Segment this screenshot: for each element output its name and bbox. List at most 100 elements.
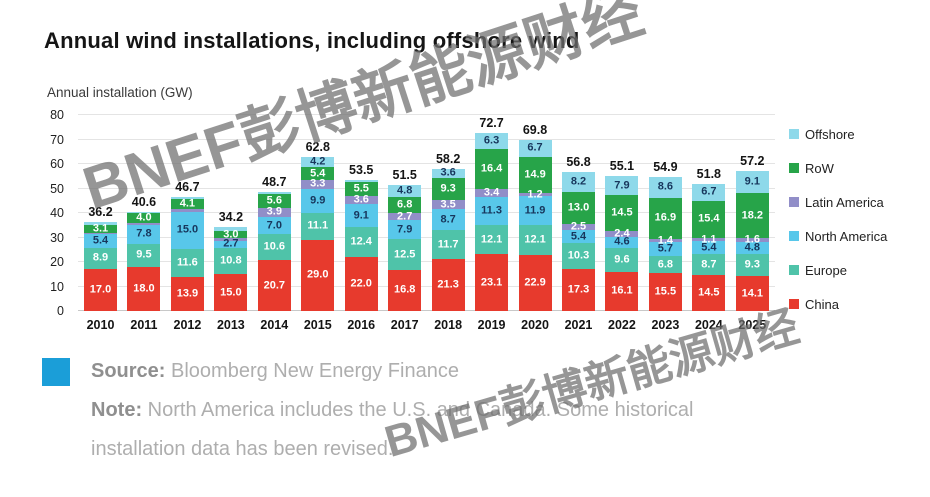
x-tick-label: 2013 [216, 318, 245, 332]
note-label: Note: [91, 399, 143, 421]
bar-segment-north-america: 9.1 [344, 204, 378, 227]
bar-segment-row: 6.8 [388, 196, 422, 214]
bar-segment-offshore [214, 227, 248, 231]
segment-value-label: 3.9 [266, 205, 282, 218]
segment-value-label: 11.9 [524, 204, 546, 217]
segment-value-label: 10.8 [220, 254, 242, 267]
bar-segment-north-america: 4.6 [605, 235, 639, 249]
bar-group-2019: 23.1 12.1 11.3 3.4 16.4 6.3 72.7 2019 [475, 116, 509, 332]
segment-value-label: 7.8 [136, 227, 152, 240]
bar-segment-north-america: 11.3 [475, 197, 509, 225]
segment-value-label: 17.0 [89, 283, 112, 296]
x-tick-label: 2012 [173, 318, 202, 332]
segment-value-label: 16.8 [393, 283, 416, 296]
segment-value-label: 4.6 [614, 235, 630, 248]
segment-value-label: 29.0 [307, 268, 329, 281]
segment-value-label: 15.0 [176, 223, 199, 236]
segment-value-label: 2.4 [614, 227, 630, 240]
bar-segment-china: 20.7 [257, 260, 291, 311]
bar-segment-offshore: 3.6 [431, 167, 465, 178]
legend-item-latin-america: Latin America [789, 194, 887, 210]
bar-segment-europe: 8.7 [692, 254, 726, 276]
bar-segment-china: 14.5 [692, 275, 726, 311]
bar-total-label: 55.1 [609, 159, 635, 174]
legend-label: RoW [805, 160, 834, 176]
bar-segment-offshore [257, 191, 291, 194]
bar-segment-europe: 10.3 [561, 243, 595, 269]
segment-value-label: 6.7 [527, 141, 543, 154]
segment-value-label: 5.4 [310, 167, 326, 180]
bar-segment-offshore: 8.6 [648, 176, 682, 198]
segment-value-label: 4.8 [397, 184, 413, 197]
bar-segment-europe: 10.8 [214, 247, 248, 275]
bar-segment-latin-america [84, 232, 117, 235]
bar-segment-latin-america: 1.2 [518, 189, 552, 200]
x-tick-label: 2014 [260, 318, 289, 332]
segment-value-label: 16.1 [611, 284, 633, 297]
segment-value-label: 4.2 [310, 155, 326, 168]
bar-segment-china: 22.0 [344, 257, 378, 311]
bar-segment-north-america: 7.0 [257, 217, 291, 235]
segment-value-label: 23.1 [480, 276, 503, 289]
y-tick-label: 20 [50, 255, 64, 269]
y-tick-label: 80 [50, 108, 64, 122]
segment-value-label: 14.1 [741, 287, 764, 300]
bar-segment-europe: 9.3 [735, 253, 769, 277]
x-tick-label: 2021 [564, 318, 593, 332]
bar-group-2021: 17.3 10.3 5.4 2.5 13.0 8.2 56.8 2021 [561, 155, 595, 332]
segment-value-label: 9.6 [614, 253, 630, 266]
segment-value-label: 14.9 [524, 168, 546, 181]
bar-segment-europe: 10.6 [257, 234, 291, 261]
bar-segment-row: 16.4 [475, 148, 509, 189]
bar-segment-offshore: 6.7 [518, 140, 552, 157]
segment-value-label: 9.1 [353, 209, 369, 222]
bar-segment-china: 17.3 [561, 268, 595, 311]
legend-item-china: China [789, 296, 887, 312]
bnef-logo-icon [42, 358, 70, 386]
gridline [78, 310, 775, 311]
bar-segment-europe: 12.1 [518, 225, 552, 255]
segment-value-label: 7.0 [266, 219, 282, 232]
bar-segment-offshore: 9.1 [735, 171, 769, 194]
segment-value-label: 16.9 [654, 211, 677, 224]
segment-value-label: 15.4 [698, 212, 720, 225]
bar-segment-north-america: 8.7 [431, 208, 465, 231]
bar-group-2023: 15.5 6.8 5.7 1.4 16.9 8.6 54.9 2023 [648, 160, 682, 332]
bar-segment-china: 23.1 [475, 254, 509, 311]
bar-segment-row: 15.4 [692, 200, 726, 239]
segment-value-label: 14.5 [611, 206, 633, 219]
bar-group-2018: 21.3 11.7 8.7 3.5 9.3 3.6 58.2 2018 [431, 152, 465, 332]
segment-value-label: 16.4 [480, 162, 503, 175]
bar-segment-north-america: 4.8 [735, 242, 769, 254]
bar-segment-china: 18.0 [127, 266, 161, 311]
segment-value-label: 9.5 [136, 248, 152, 261]
bar-total-label: 46.7 [175, 179, 200, 194]
segment-value-label: 11.3 [481, 204, 502, 217]
segment-value-label: 10.6 [263, 240, 286, 253]
bar-segment-china: 15.5 [648, 273, 682, 311]
bar-group-2017: 16.8 12.5 7.9 2.7 6.8 4.8 51.5 2017 [388, 168, 422, 332]
bar-group-2025: 14.1 9.3 4.8 1.6 18.2 9.1 57.2 2025 [735, 154, 769, 332]
bar-segment-latin-america: 1.4 [648, 235, 682, 246]
bar-segment-europe: 9.6 [605, 248, 639, 272]
y-axis: 0 10 20 30 40 50 60 70 80 [30, 108, 68, 318]
gridline [78, 114, 775, 115]
segment-value-label: 8.7 [701, 258, 717, 271]
bar-segment-offshore: 4.8 [388, 184, 422, 197]
segment-value-label: 3.6 [353, 193, 369, 206]
bar-group-2016: 22.0 12.4 9.1 3.6 5.5 53.5 2016 [344, 163, 378, 332]
bar-group-2012: 13.9 11.6 15.0 4.1 46.7 2012 [170, 180, 204, 332]
x-tick-label: 2023 [651, 318, 680, 332]
bar-segment-latin-america [214, 238, 248, 242]
bar-total-label: 51.8 [696, 167, 722, 182]
legend-swatch-icon [789, 231, 799, 241]
bar-segment-latin-america: 3.6 [344, 193, 378, 206]
page-title: Annual wind installations, including off… [44, 28, 580, 53]
gridline [78, 285, 775, 287]
bar-total-label: 53.5 [349, 162, 374, 177]
bar-segment-latin-america: 3.9 [257, 205, 291, 218]
segment-value-label: 1.6 [744, 233, 760, 246]
bar-segment-europe: 11.7 [431, 230, 465, 259]
segment-value-label: 11.7 [437, 238, 459, 250]
legend: Offshore RoW Latin America North America Eur… [789, 126, 887, 330]
